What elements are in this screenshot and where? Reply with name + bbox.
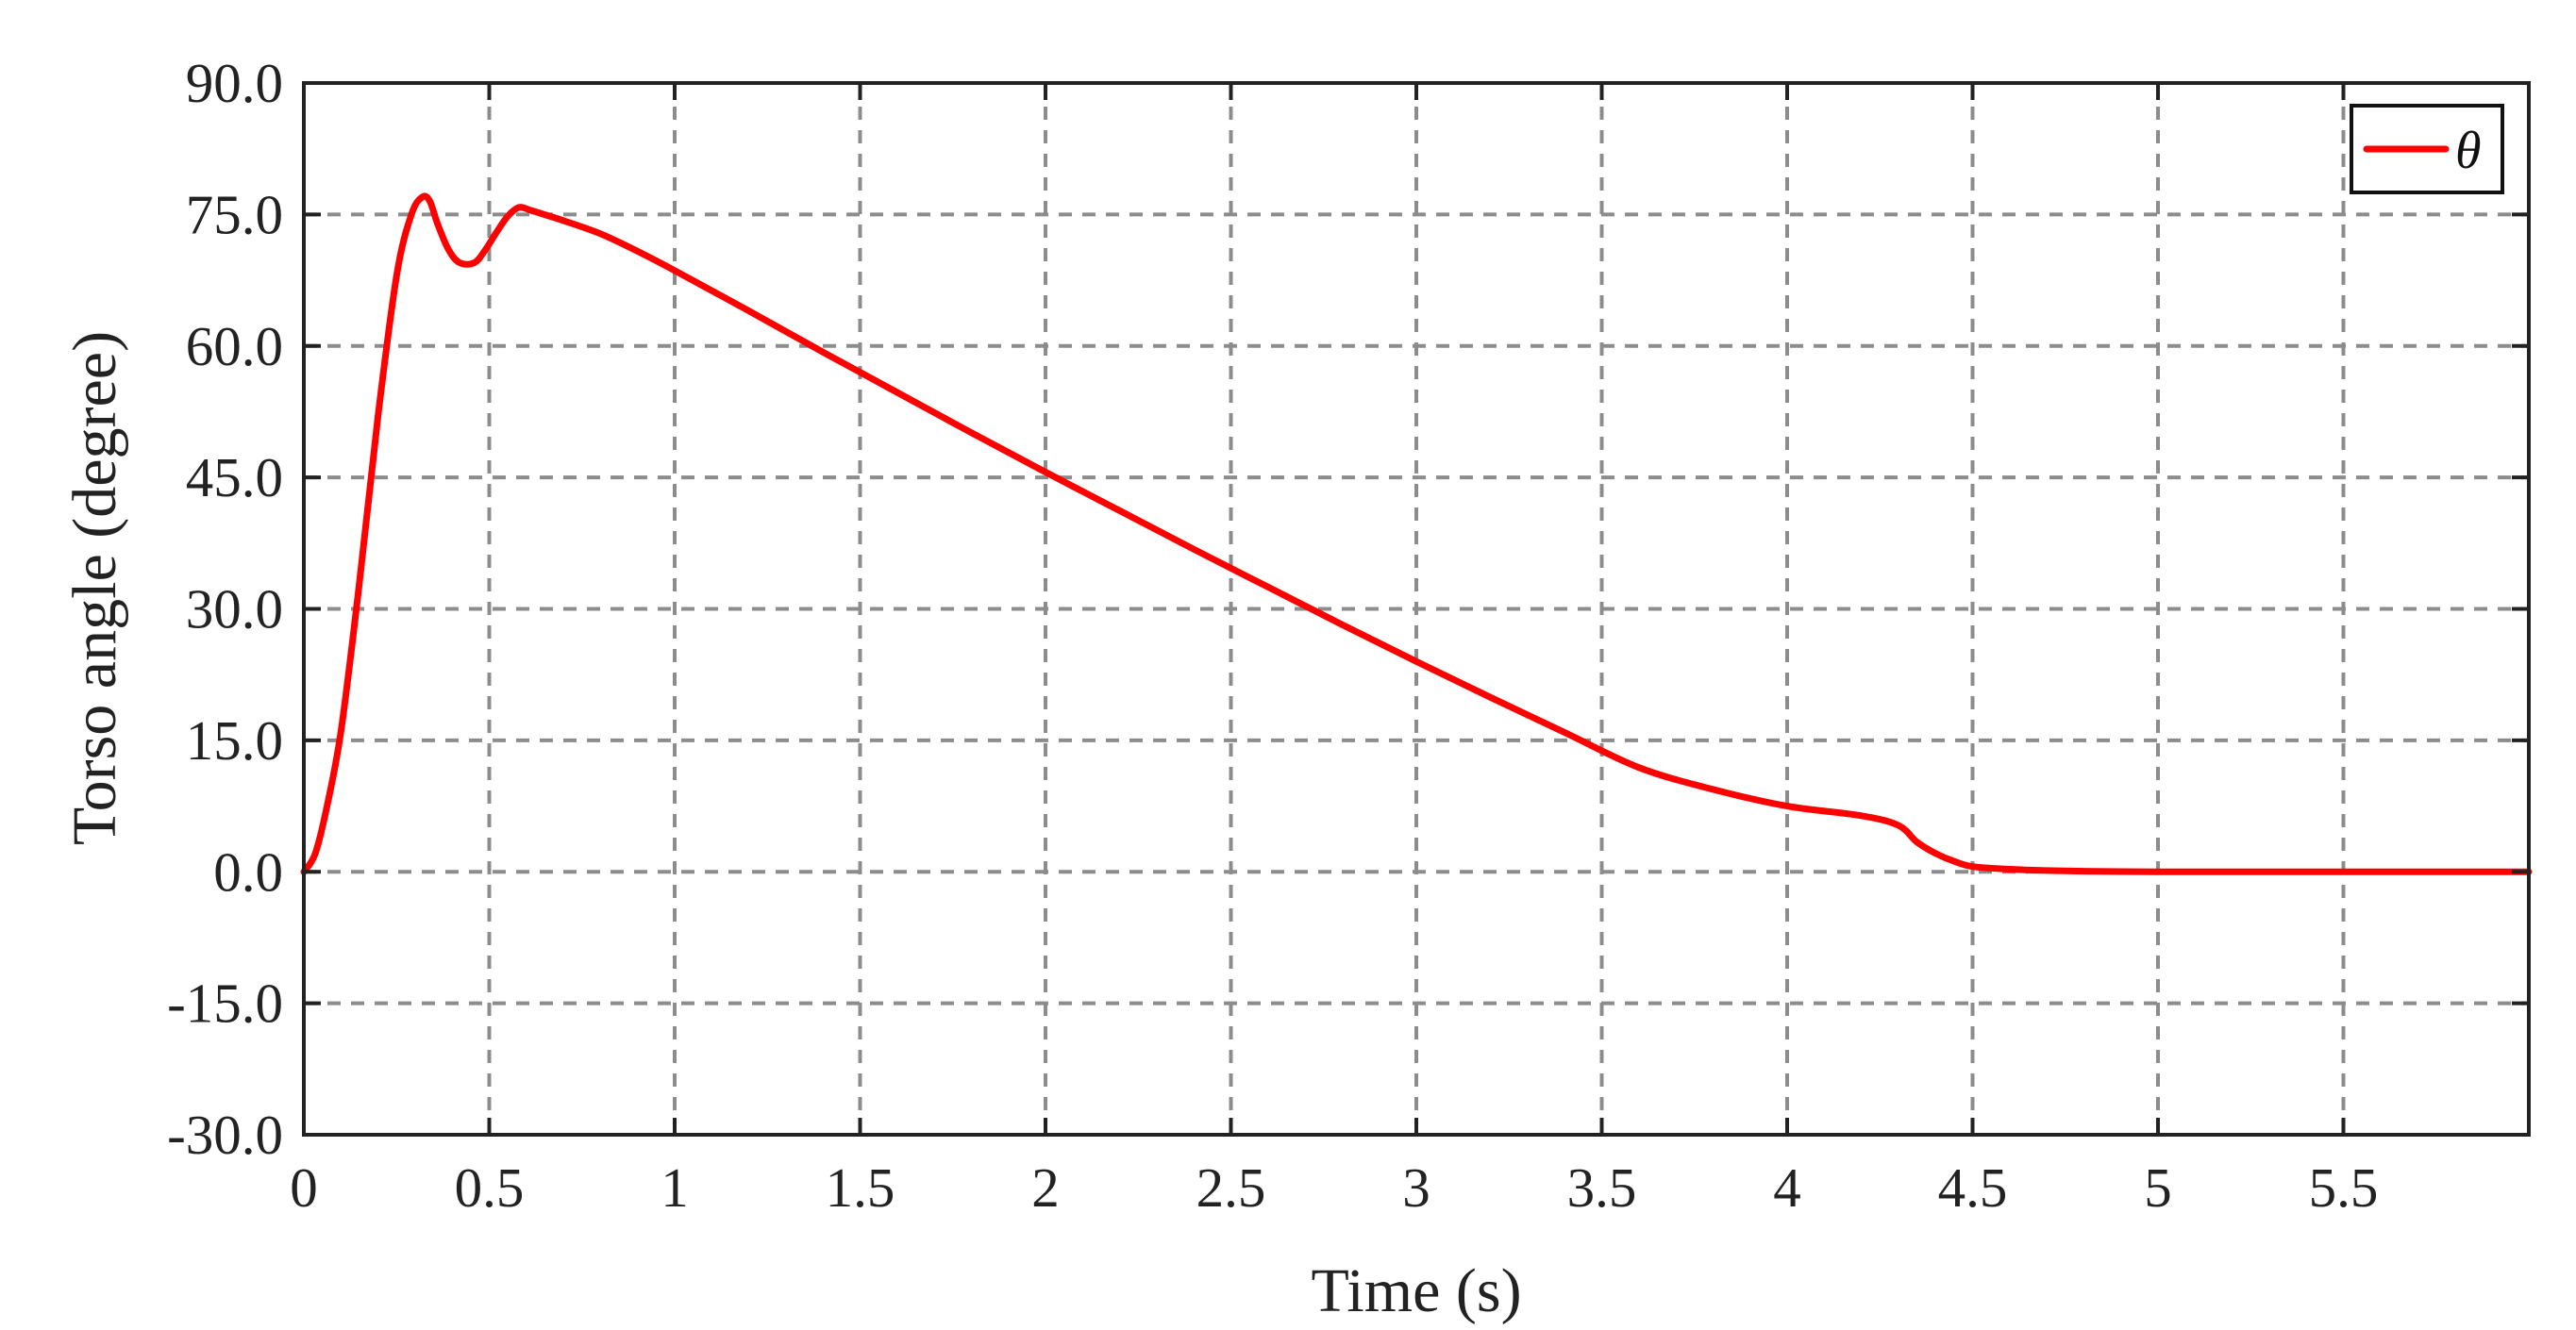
x-tick-label: 5	[2144, 1156, 2172, 1219]
legend: θ	[2350, 104, 2504, 194]
y-tick-label: 15.0	[186, 709, 283, 772]
y-axis-label: Torso angle (degree)	[60, 331, 129, 845]
x-tick-label: 2.5	[1196, 1156, 1266, 1219]
y-tick-labels: -30.0 -15.0 0.0 15.0 30.0 45.0 60.0 75.0 90.0	[167, 52, 283, 1166]
y-tick-label: -30.0	[167, 1104, 283, 1166]
x-tick-label: 5.5	[2309, 1156, 2379, 1219]
axis-ticks	[302, 81, 2529, 1137]
y-tick-label: 90.0	[186, 52, 283, 114]
legend-label-theta: θ	[2455, 122, 2482, 180]
y-tick-label: -15.0	[167, 973, 283, 1035]
x-tick-labels: 0 0.5 1 1.5 2 2.5 3 3.5 4 4.5 5 5.5	[290, 1156, 2378, 1219]
x-tick-label: 0.5	[455, 1156, 525, 1219]
series-line-0	[300, 192, 2533, 875]
y-tick-label: 45.0	[186, 446, 283, 508]
x-tick-label: 4.5	[1938, 1156, 2008, 1219]
x-tick-label: 2	[1031, 1156, 1060, 1219]
grid-lines	[304, 83, 2529, 1135]
x-tick-label: 1.5	[826, 1156, 895, 1219]
y-tick-label: 30.0	[186, 578, 283, 640]
series-lines	[300, 192, 2533, 875]
x-tick-label: 1	[661, 1156, 689, 1219]
x-tick-label: 0	[290, 1156, 318, 1219]
y-tick-label: 75.0	[186, 183, 283, 245]
x-axis-label: Time (s)	[1311, 1256, 1521, 1325]
y-tick-label: 60.0	[186, 315, 283, 377]
y-tick-label: 0.0	[213, 840, 283, 903]
x-tick-label: 4	[1773, 1156, 1801, 1219]
x-tick-label: 3	[1402, 1156, 1430, 1219]
x-tick-label: 3.5	[1567, 1156, 1637, 1219]
